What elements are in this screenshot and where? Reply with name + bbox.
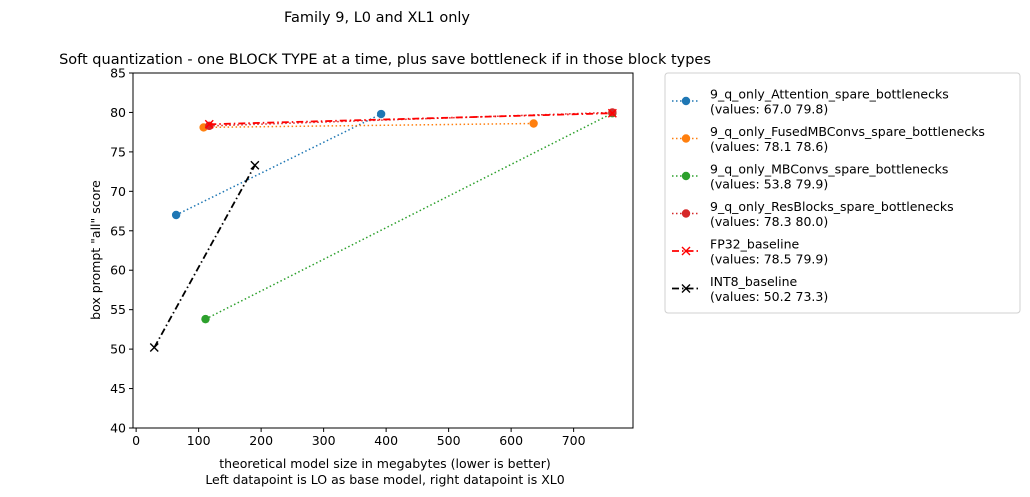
x-tick-label: 100 [187, 433, 211, 448]
chart-subtitle: Soft quantization - one BLOCK TYPE at a … [59, 52, 711, 68]
x-tick-label: 400 [374, 433, 398, 448]
legend-swatch-marker-2 [681, 171, 691, 181]
legend-values-2: (values: 53.8 79.9) [710, 177, 828, 192]
legend-values-4: (values: 78.5 79.9) [710, 252, 828, 267]
series-line-3 [209, 111, 613, 127]
legend-label-2: 9_q_only_MBConvs_spare_bottlenecks [710, 162, 948, 177]
y-tick-label: 40 [110, 421, 126, 436]
legend: 9_q_only_Attention_spare_bottlenecks(val… [664, 72, 1021, 314]
x-tick-label: 600 [499, 433, 523, 448]
series-line-2 [205, 112, 613, 320]
x-tick-label: 0 [132, 433, 140, 448]
y-tick-label: 50 [110, 342, 126, 357]
x-tick-label: 300 [312, 433, 336, 448]
series-line-4 [209, 112, 613, 126]
data-point-0-0 [171, 210, 181, 220]
data-point-2-0 [201, 314, 210, 324]
legend-swatch-marker-3 [681, 209, 691, 218]
legend-swatch-marker-0 [681, 96, 691, 106]
x-tick-label: 500 [437, 433, 461, 448]
y-tick-label: 45 [110, 381, 126, 396]
x-axis-label: theoretical model size in megabytes (low… [219, 456, 551, 471]
legend-label-5: INT8_baseline [710, 274, 798, 289]
data-point-1-1 [529, 119, 538, 128]
data-point-0-1 [376, 109, 386, 119]
legend-values-0: (values: 67.0 79.8) [710, 102, 828, 117]
data-point-3-0 [205, 121, 214, 131]
legend-values-5: (values: 50.2 73.3) [710, 289, 828, 304]
legend-swatch-marker-4 [681, 246, 691, 256]
y-tick-label: 65 [110, 223, 126, 238]
legend-label-4: FP32_baseline [710, 237, 800, 252]
x-axis-label-line2: Left datapoint is LO as base model, righ… [205, 472, 564, 487]
y-tick-label: 80 [110, 105, 126, 120]
legend-values-1: (values: 78.1 78.6) [710, 139, 828, 154]
y-tick-label: 60 [110, 263, 126, 278]
data-point-4-0 [204, 119, 214, 129]
legend-values-3: (values: 78.3 80.0) [710, 214, 828, 229]
legend-label-1: 9_q_only_FusedMBConvs_spare_bottlenecks [710, 124, 985, 139]
series-line-1 [203, 122, 534, 129]
chart-title: Family 9, L0 and XL1 only [284, 10, 470, 26]
y-tick-label: 70 [110, 184, 126, 199]
data-point-4-1 [607, 108, 617, 118]
x-tick-label: 200 [249, 433, 273, 448]
axes: 0 100 200 300 400 500 600 700 40 45 50 55 60 65 70 75 80… [110, 66, 634, 448]
y-tick-label: 85 [110, 66, 126, 81]
legend-label-3: 9_q_only_ResBlocks_spare_bottlenecks [710, 199, 954, 214]
data-point-5-0 [149, 343, 159, 353]
x-tick-label: 700 [562, 433, 586, 448]
legend-box [664, 72, 1021, 314]
y-axis-label: box prompt "all" score [88, 180, 103, 320]
y-tick-label: 75 [110, 144, 126, 159]
y-tick-label: 55 [110, 302, 126, 317]
legend-swatch-marker-1 [681, 134, 691, 143]
plot-area [149, 108, 617, 353]
legend-label-0: 9_q_only_Attention_spare_bottlenecks [710, 87, 949, 102]
legend-swatch-marker-5 [681, 284, 691, 293]
data-point-5-1 [250, 160, 260, 170]
axes-frame [132, 72, 634, 429]
series-line-5 [153, 164, 256, 348]
